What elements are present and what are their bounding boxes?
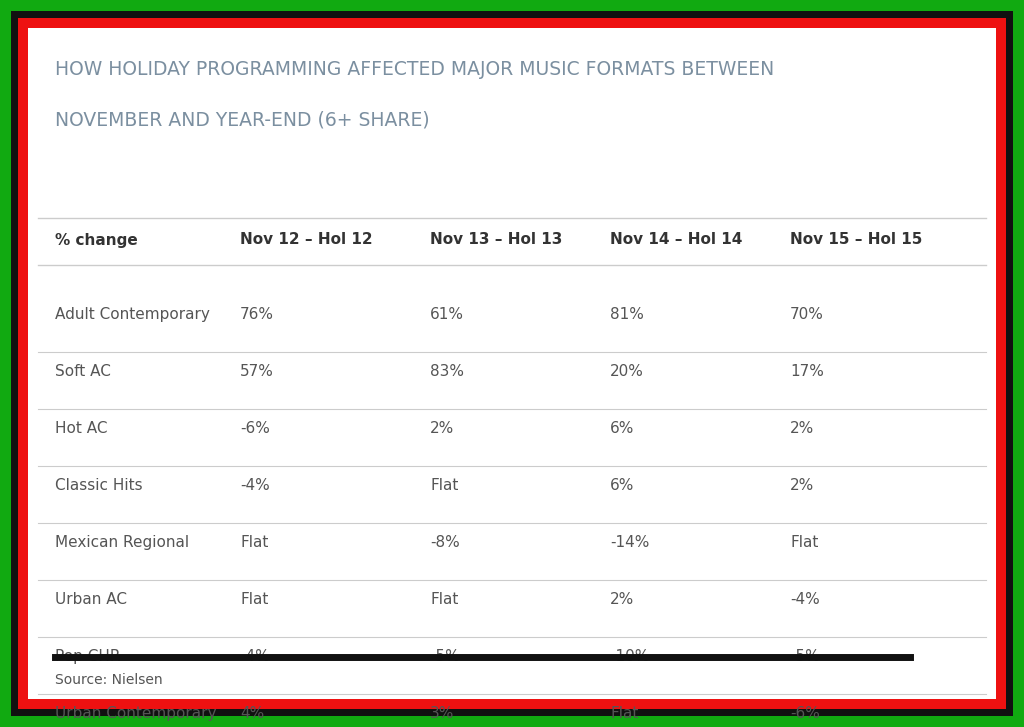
Text: -4%: -4% bbox=[240, 478, 269, 494]
Text: Nov 12 – Hol 12: Nov 12 – Hol 12 bbox=[240, 233, 373, 247]
Text: -4%: -4% bbox=[790, 593, 820, 608]
Text: HOW HOLIDAY PROGRAMMING AFFECTED MAJOR MUSIC FORMATS BETWEEN: HOW HOLIDAY PROGRAMMING AFFECTED MAJOR M… bbox=[55, 60, 774, 79]
Text: Pop CHR: Pop CHR bbox=[55, 649, 121, 664]
Text: 6%: 6% bbox=[610, 478, 635, 494]
Text: 2%: 2% bbox=[610, 593, 634, 608]
Text: -6%: -6% bbox=[790, 707, 820, 721]
Text: Nov 15 – Hol 15: Nov 15 – Hol 15 bbox=[790, 233, 923, 247]
Text: Urban AC: Urban AC bbox=[55, 593, 127, 608]
Text: 4%: 4% bbox=[240, 707, 264, 721]
Text: 81%: 81% bbox=[610, 308, 644, 323]
Text: -5%: -5% bbox=[430, 649, 460, 664]
Text: -10%: -10% bbox=[610, 649, 649, 664]
Text: Soft AC: Soft AC bbox=[55, 364, 111, 379]
Text: Flat: Flat bbox=[790, 536, 818, 550]
Text: 76%: 76% bbox=[240, 308, 274, 323]
Text: 83%: 83% bbox=[430, 364, 464, 379]
Text: 70%: 70% bbox=[790, 308, 824, 323]
Text: Nov 14 – Hol 14: Nov 14 – Hol 14 bbox=[610, 233, 742, 247]
Text: 2%: 2% bbox=[790, 478, 814, 494]
Text: Flat: Flat bbox=[240, 536, 268, 550]
Text: Hot AC: Hot AC bbox=[55, 422, 108, 436]
Text: 6%: 6% bbox=[610, 422, 635, 436]
Text: Source: Nielsen: Source: Nielsen bbox=[55, 673, 163, 687]
Text: -5%: -5% bbox=[790, 649, 820, 664]
Text: 2%: 2% bbox=[430, 422, 455, 436]
Text: Classic Hits: Classic Hits bbox=[55, 478, 142, 494]
Text: -6%: -6% bbox=[240, 422, 270, 436]
Text: Flat: Flat bbox=[240, 593, 268, 608]
Text: Flat: Flat bbox=[430, 593, 459, 608]
Text: % change: % change bbox=[55, 233, 138, 247]
Text: NOVEMBER AND YEAR-END (6+ SHARE): NOVEMBER AND YEAR-END (6+ SHARE) bbox=[55, 110, 430, 129]
Text: 57%: 57% bbox=[240, 364, 273, 379]
Text: Flat: Flat bbox=[610, 707, 638, 721]
Text: -4%: -4% bbox=[240, 649, 269, 664]
Text: 3%: 3% bbox=[430, 707, 455, 721]
Text: Urban Contemporary: Urban Contemporary bbox=[55, 707, 216, 721]
Text: Flat: Flat bbox=[430, 478, 459, 494]
Text: Mexican Regional: Mexican Regional bbox=[55, 536, 189, 550]
Text: -8%: -8% bbox=[430, 536, 460, 550]
Text: 20%: 20% bbox=[610, 364, 644, 379]
Text: -14%: -14% bbox=[610, 536, 649, 550]
Text: 17%: 17% bbox=[790, 364, 824, 379]
Text: Nov 13 – Hol 13: Nov 13 – Hol 13 bbox=[430, 233, 562, 247]
Text: Adult Contemporary: Adult Contemporary bbox=[55, 308, 210, 323]
Text: 2%: 2% bbox=[790, 422, 814, 436]
Text: 61%: 61% bbox=[430, 308, 464, 323]
